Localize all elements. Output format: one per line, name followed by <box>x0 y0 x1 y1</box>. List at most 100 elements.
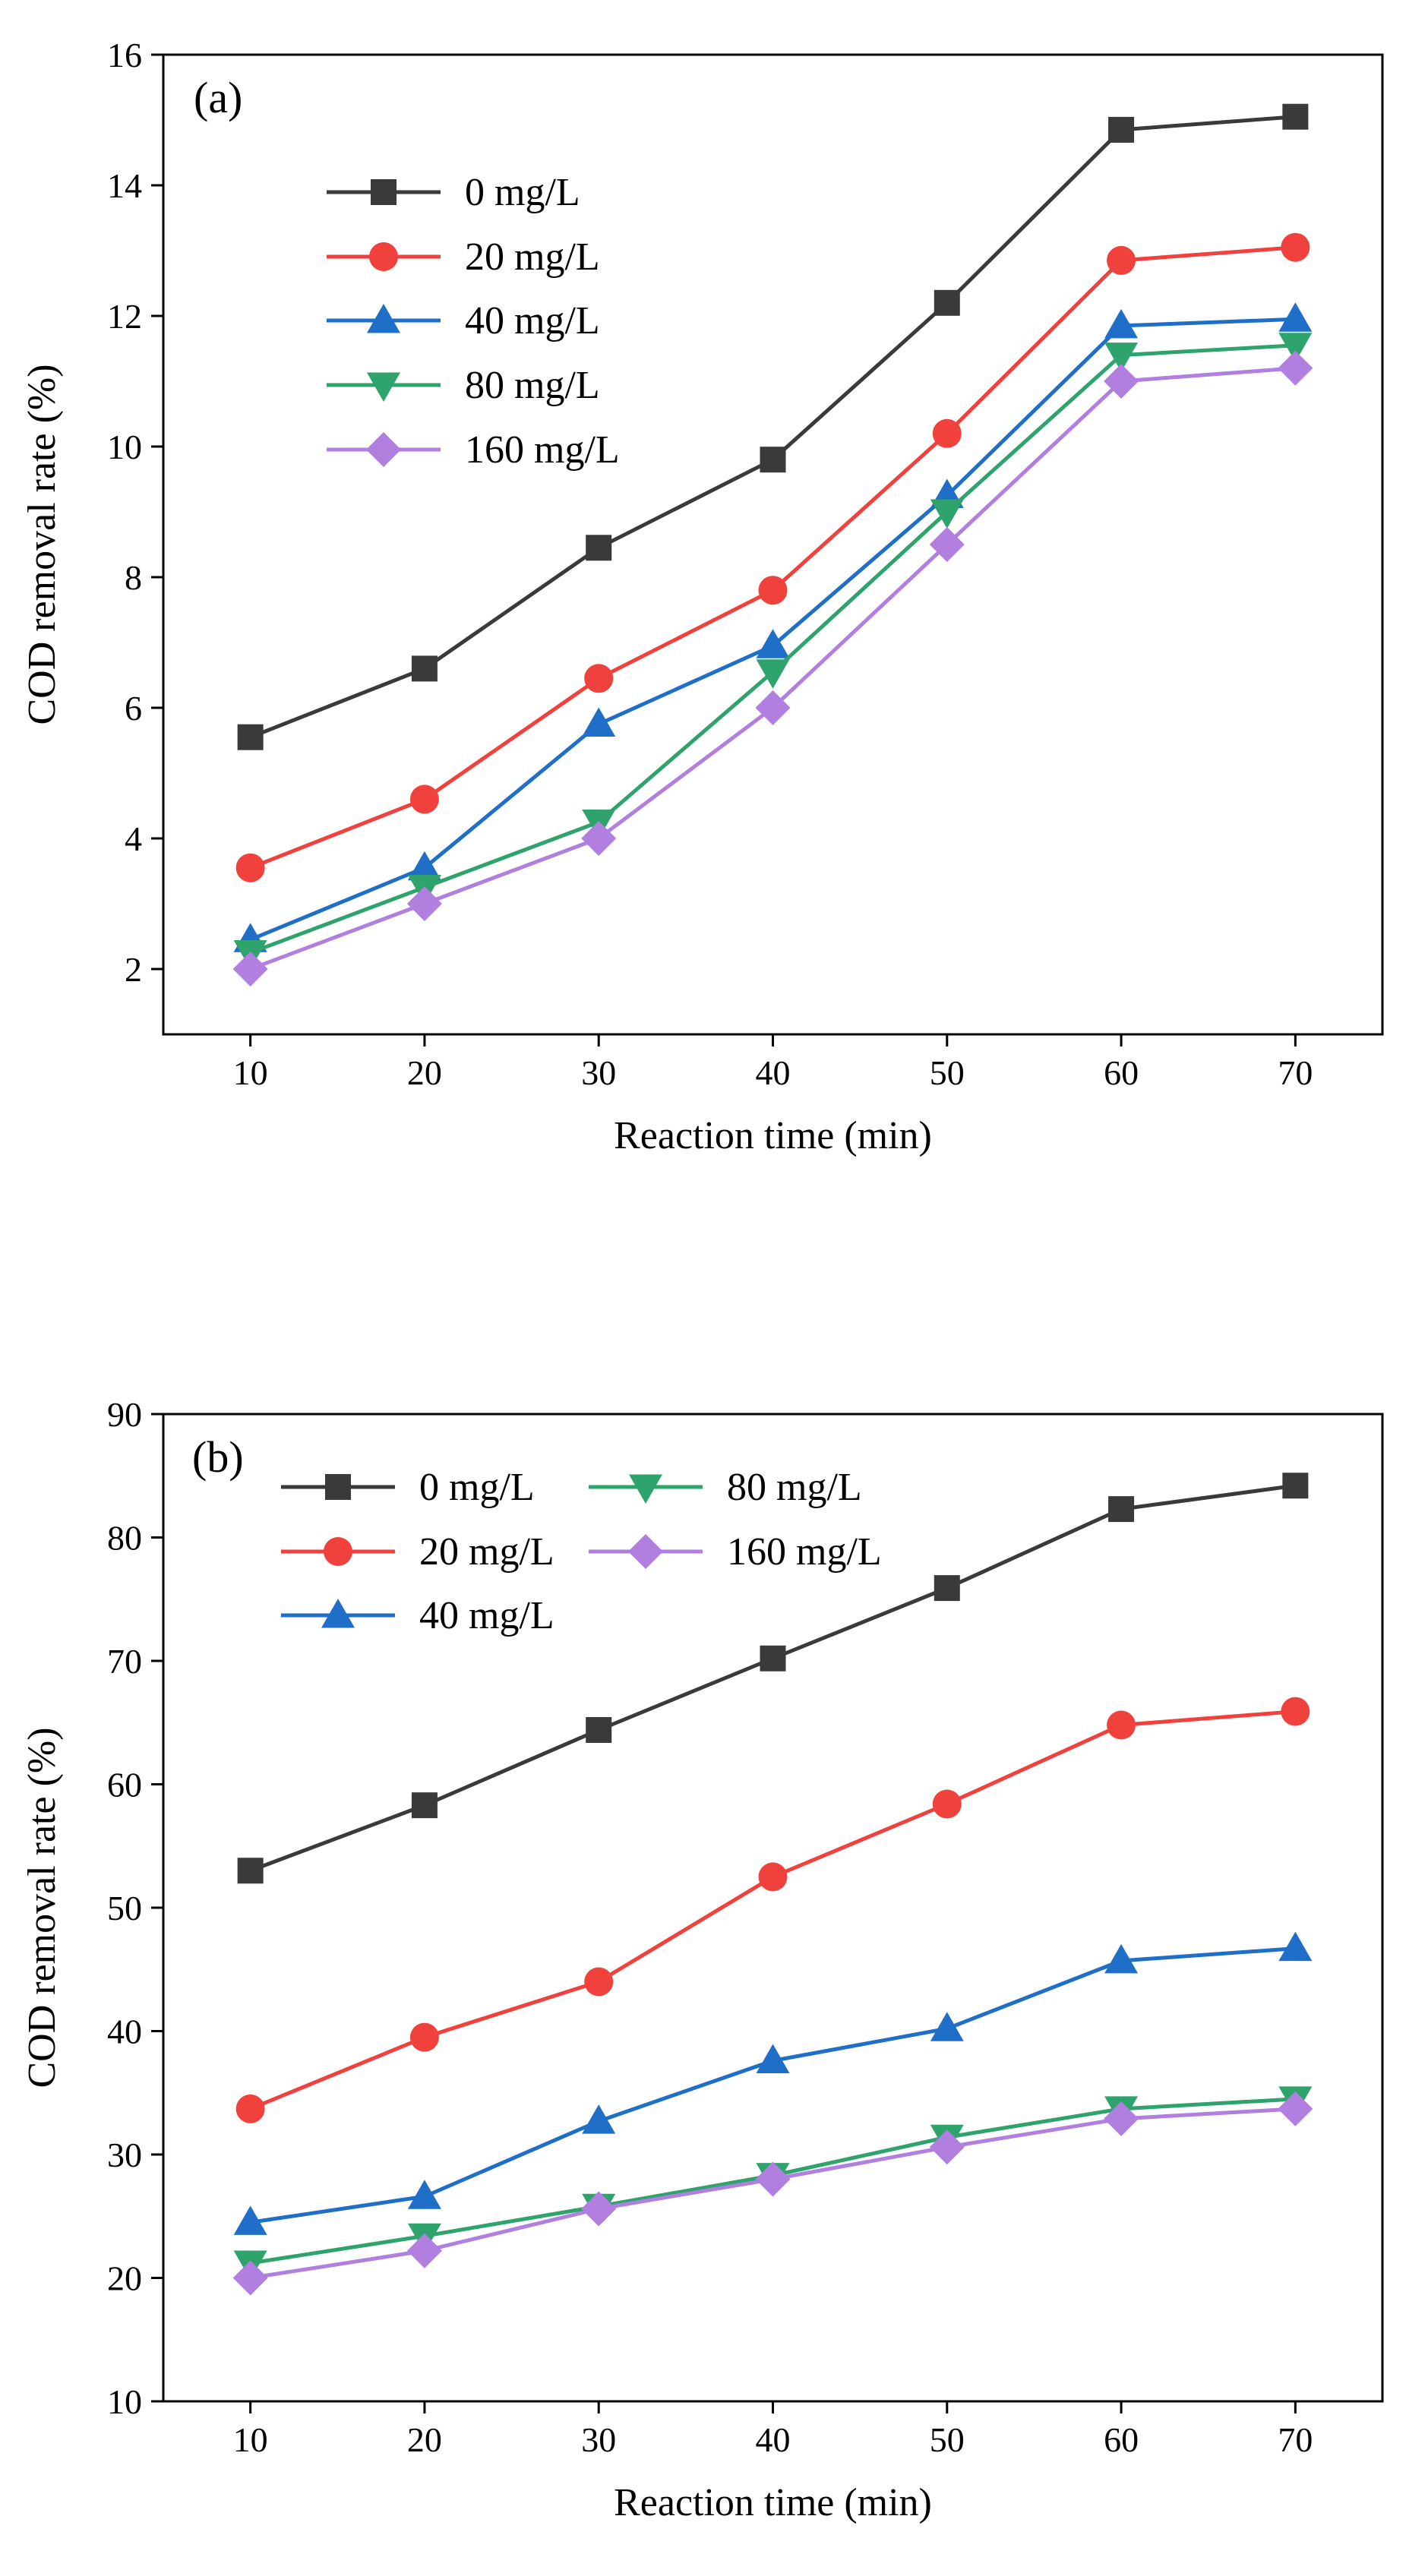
chart-1: 10 20 30 40 50 60 70 2 4 6 8 10 12 14 16 Reaction time … <box>21 36 1384 1157</box>
data-point <box>584 664 614 693</box>
y-tick-label: 10 <box>107 2382 142 2421</box>
data-point <box>1104 308 1139 339</box>
data-point <box>582 2104 616 2134</box>
legend-item: 0 mg/L <box>327 171 580 214</box>
series-160-mg-l <box>232 2091 1313 2296</box>
legend-marker <box>321 1599 355 1628</box>
legend-label: 160 mg/L <box>465 428 620 472</box>
data-point <box>758 576 788 605</box>
data-point <box>1281 1697 1310 1726</box>
legend-label: 20 mg/L <box>465 235 600 279</box>
y-tick-label: 8 <box>125 558 142 597</box>
y-tick-label: 80 <box>107 1519 142 1558</box>
legend-marker <box>628 1534 663 1569</box>
legend: 0 mg/L 80 mg/L 20 mg/L 160 mg/L 40 mg/L <box>281 1466 882 1637</box>
y-tick-label: 20 <box>107 2259 142 2298</box>
data-point <box>934 1575 960 1602</box>
legend-marker <box>366 432 401 467</box>
data-point <box>407 2180 441 2209</box>
legend-item: 160 mg/L <box>327 428 620 472</box>
series-40-mg-l <box>233 1931 1313 2235</box>
legend: 0 mg/L 20 mg/L 40 mg/L 80 mg/L 160 mg/L <box>327 171 620 472</box>
x-tick-label: 70 <box>1278 2420 1313 2459</box>
series-20-mg-l <box>235 1697 1310 2123</box>
x-tick-label: 60 <box>1104 1053 1139 1092</box>
data-point <box>1278 333 1313 362</box>
data-point <box>1108 1496 1135 1523</box>
legend-item: 20 mg/L <box>281 1530 554 1574</box>
panel-label: (b) <box>192 1432 244 1482</box>
data-point <box>929 527 965 562</box>
data-point <box>756 2044 790 2073</box>
data-point <box>586 1717 612 1743</box>
legend-item: 20 mg/L <box>327 235 600 279</box>
data-point <box>756 629 790 658</box>
data-point <box>1282 1473 1309 1499</box>
data-point <box>1104 364 1139 399</box>
legend-marker <box>325 1474 351 1500</box>
legend-label: 80 mg/L <box>465 364 600 407</box>
data-point <box>584 1967 614 1997</box>
legend-label: 20 mg/L <box>419 1530 554 1574</box>
data-point <box>237 724 264 750</box>
series-0-mg-l <box>237 103 1309 750</box>
y-tick-label: 50 <box>107 1889 142 1927</box>
legend-item: 160 mg/L <box>589 1530 882 1574</box>
data-point <box>755 2161 791 2197</box>
y-tick-label: 6 <box>125 689 142 728</box>
x-tick-label: 10 <box>233 2420 268 2459</box>
legend-item: 80 mg/L <box>327 364 600 407</box>
data-point <box>409 784 439 814</box>
data-point <box>930 499 964 529</box>
legend-item: 80 mg/L <box>589 1466 862 1509</box>
data-point <box>756 659 790 689</box>
legend-marker <box>369 242 398 271</box>
legend-label: 0 mg/L <box>419 1466 535 1509</box>
x-tick-label: 20 <box>407 1053 442 1092</box>
series-0-mg-l <box>237 1473 1309 1884</box>
data-point <box>235 2094 265 2123</box>
legend-marker <box>367 372 400 402</box>
data-point <box>929 2129 965 2165</box>
data-point <box>1278 1931 1313 1962</box>
data-point <box>411 1792 438 1819</box>
legend-item: 0 mg/L <box>281 1466 535 1509</box>
data-point <box>586 535 612 561</box>
x-tick-label: 50 <box>930 1053 965 1092</box>
data-point <box>411 655 438 682</box>
legend-marker <box>324 1537 352 1566</box>
data-point <box>232 952 268 987</box>
legend-item: 40 mg/L <box>327 299 600 343</box>
data-point <box>930 2012 964 2041</box>
legend-label: 40 mg/L <box>465 299 600 343</box>
x-tick-label: 40 <box>756 1053 791 1092</box>
data-point <box>233 2205 267 2235</box>
chart-2: 10 20 30 40 50 60 70 10 20 30 40 50 60 70 80 90 Reaction… <box>21 1395 1384 2524</box>
y-tick-label: 16 <box>107 36 142 74</box>
data-point <box>582 707 616 737</box>
series-20-mg-l <box>235 232 1310 882</box>
x-tick-label: 60 <box>1104 2420 1139 2459</box>
data-point <box>932 418 962 448</box>
data-point <box>934 289 960 316</box>
y-axis-title: COD removal rate (%) <box>21 1727 64 2088</box>
data-point <box>581 821 617 856</box>
legend-item: 40 mg/L <box>281 1594 554 1637</box>
data-point <box>1282 103 1309 130</box>
data-point <box>1104 343 1139 372</box>
y-tick-label: 70 <box>107 1642 142 1681</box>
x-axis-title: Reaction time (min) <box>614 1114 932 1157</box>
x-tick-label: 10 <box>233 1053 268 1092</box>
x-tick-label: 40 <box>756 2420 791 2459</box>
data-point <box>758 1862 788 1892</box>
data-point <box>1107 245 1136 275</box>
data-point <box>1278 350 1313 386</box>
y-tick-label: 4 <box>125 819 142 858</box>
x-axis-title: Reaction time (min) <box>614 2481 932 2524</box>
y-tick-label: 14 <box>107 166 142 205</box>
y-tick-label: 2 <box>125 950 142 989</box>
legend-marker <box>367 304 400 333</box>
data-point <box>406 2233 442 2268</box>
legend-label: 40 mg/L <box>419 1594 554 1637</box>
